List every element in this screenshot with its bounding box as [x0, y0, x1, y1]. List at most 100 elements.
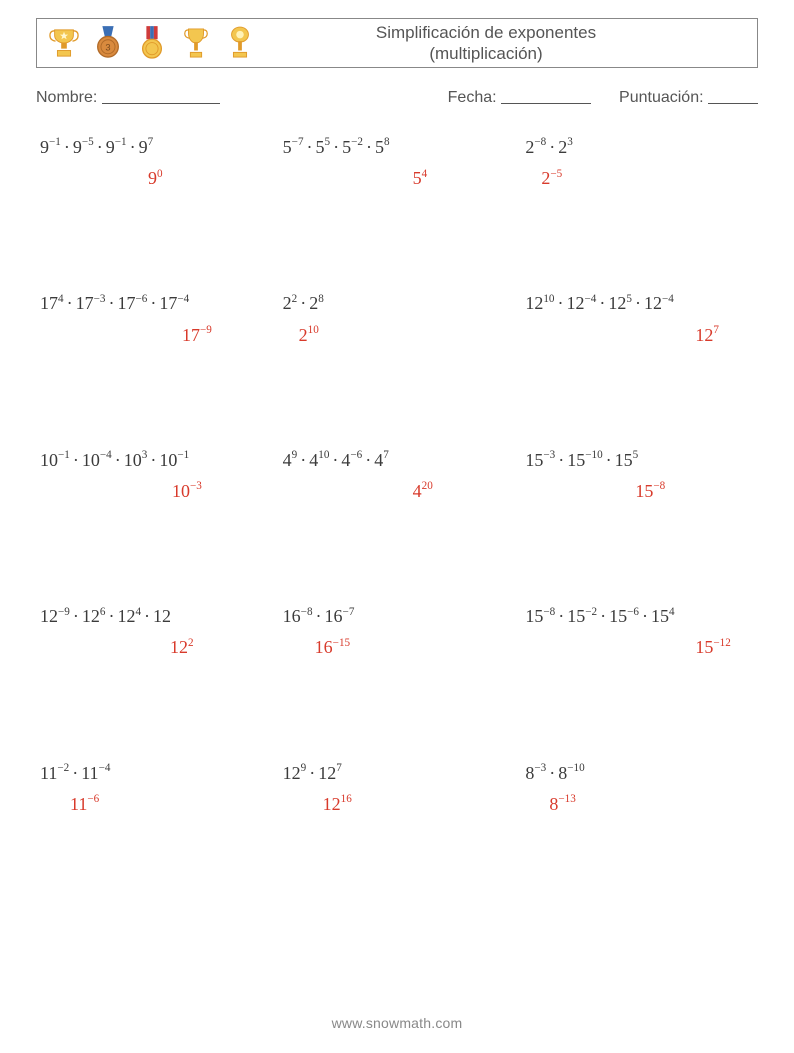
- term-exponent: 7: [383, 449, 389, 461]
- term-base: 9: [40, 137, 49, 157]
- mult-dot: ·: [147, 450, 159, 470]
- mult-dot: ·: [105, 606, 117, 626]
- term-base: 17: [40, 293, 58, 313]
- term-base: 12: [318, 763, 336, 783]
- term-exponent: 3: [142, 449, 148, 461]
- answer-base: 2: [299, 325, 308, 345]
- term-exponent: 6: [100, 606, 106, 618]
- mult-dot: ·: [94, 137, 106, 157]
- answer-base: 15: [695, 637, 713, 657]
- term-exponent: −6: [135, 293, 147, 305]
- problem-answer: 11−6: [40, 792, 273, 817]
- term-base: 12: [82, 606, 100, 626]
- term-base: 12: [117, 606, 135, 626]
- problem-expression: 15−8·15−2·15−6·154: [525, 604, 758, 629]
- problem-expression: 22·28: [283, 291, 516, 316]
- term-exponent: 10: [318, 449, 329, 461]
- term-exponent: −1: [177, 449, 189, 461]
- term-exponent: −9: [58, 606, 70, 618]
- answer-base: 9: [148, 168, 157, 188]
- term-exponent: −10: [567, 762, 584, 774]
- problems-grid: 9−1·9−5·9−1·97905−7·55·5−2·58542−8·232−5…: [36, 135, 758, 817]
- answer-exponent: 4: [422, 168, 428, 180]
- answer-exponent: −8: [653, 480, 665, 492]
- problem-answer: 10−3: [40, 479, 273, 504]
- term-exponent: −4: [177, 293, 189, 305]
- mult-dot: ·: [546, 763, 558, 783]
- term-base: 12: [608, 293, 626, 313]
- term-base: 16: [325, 606, 343, 626]
- term-exponent: −8: [534, 136, 546, 148]
- term-exponent: −2: [351, 136, 363, 148]
- mult-dot: ·: [70, 606, 82, 626]
- problem-cell: 15−8·15−2·15−6·15415−12: [525, 604, 758, 660]
- term-base: 12: [40, 606, 58, 626]
- term-exponent: 7: [148, 136, 154, 148]
- mult-dot: ·: [639, 606, 651, 626]
- term-base: 17: [117, 293, 135, 313]
- term-exponent: −8: [543, 606, 555, 618]
- title-line-1: Simplificación de exponentes: [255, 22, 717, 43]
- problem-cell: 9−1·9−5·9−1·9790: [40, 135, 273, 191]
- mult-dot: ·: [64, 293, 76, 313]
- term-base: 2: [283, 293, 292, 313]
- mult-dot: ·: [313, 606, 325, 626]
- answer-base: 5: [413, 168, 422, 188]
- term-base: 8: [558, 763, 567, 783]
- answer-base: 12: [170, 637, 188, 657]
- answer-exponent: −15: [333, 637, 350, 649]
- term-base: 4: [309, 450, 318, 470]
- mult-dot: ·: [554, 293, 566, 313]
- term-base: 10: [82, 450, 100, 470]
- term-base: 15: [525, 450, 543, 470]
- problem-answer: 1216: [283, 792, 516, 817]
- term-base: 9: [106, 137, 115, 157]
- term-exponent: −3: [94, 293, 106, 305]
- problem-expression: 5−7·55·5−2·58: [283, 135, 516, 160]
- problem-answer: 17−9: [40, 323, 273, 348]
- term-exponent: 5: [633, 449, 639, 461]
- term-exponent: 5: [325, 136, 331, 148]
- medal-bronze-icon: 3: [93, 26, 123, 60]
- answer-base: 2: [541, 168, 550, 188]
- term-base: 10: [40, 450, 58, 470]
- term-exponent: 10: [543, 293, 554, 305]
- problem-cell: 22·28210: [283, 291, 516, 347]
- problem-answer: 90: [40, 166, 273, 191]
- mult-dot: ·: [546, 137, 558, 157]
- answer-exponent: −9: [200, 324, 212, 336]
- problem-cell: 2−8·232−5: [525, 135, 758, 191]
- term-base: 15: [525, 606, 543, 626]
- term-exponent: −1: [58, 449, 70, 461]
- problem-answer: 16−15: [283, 635, 516, 660]
- answer-exponent: 10: [308, 324, 319, 336]
- term-exponent: 4: [669, 606, 675, 618]
- mult-dot: ·: [105, 293, 117, 313]
- term-base: 12: [644, 293, 662, 313]
- term-base: 15: [567, 606, 585, 626]
- mult-dot: ·: [596, 293, 608, 313]
- term-base: 5: [342, 137, 351, 157]
- problem-cell: 174·17−3·17−6·17−417−9: [40, 291, 273, 347]
- problem-expression: 129·127: [283, 761, 516, 786]
- term-base: 15: [651, 606, 669, 626]
- mult-dot: ·: [306, 763, 318, 783]
- answer-base: 10: [172, 481, 190, 501]
- trophy-goblet-icon: [225, 26, 255, 60]
- problem-cell: 1210·12−4·125·12−4127: [525, 291, 758, 347]
- term-base: 8: [525, 763, 534, 783]
- mult-dot: ·: [297, 293, 309, 313]
- mult-dot: ·: [363, 137, 375, 157]
- problem-cell: 49·410·4−6·47420: [283, 448, 516, 504]
- name-blank: [102, 88, 220, 104]
- mult-dot: ·: [597, 606, 609, 626]
- name-label: Nombre:: [36, 89, 97, 106]
- answer-base: 8: [549, 794, 558, 814]
- term-exponent: −7: [343, 606, 355, 618]
- term-exponent: −6: [350, 449, 362, 461]
- term-base: 16: [283, 606, 301, 626]
- term-exponent: −3: [534, 762, 546, 774]
- mult-dot: ·: [603, 450, 615, 470]
- term-exponent: −4: [99, 762, 111, 774]
- term-exponent: 9: [301, 762, 307, 774]
